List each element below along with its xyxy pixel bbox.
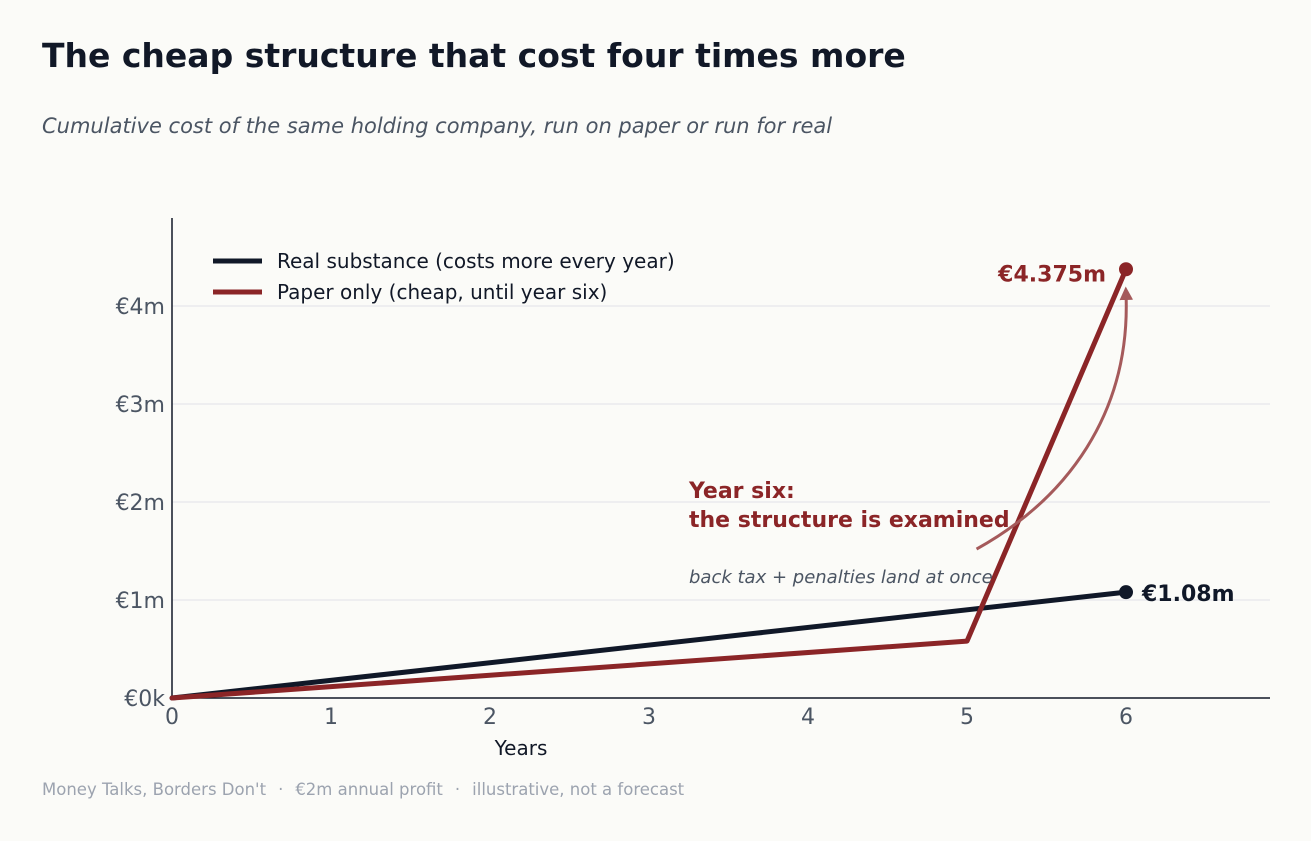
- series-end-label: €4.375m: [997, 262, 1106, 287]
- x-tick-label: 6: [1119, 705, 1133, 730]
- footer-separator: ·: [278, 780, 284, 799]
- series-end-label: €1.08m: [1141, 582, 1235, 607]
- x-tick-labels: 0 1 2 3 4 5 6: [165, 705, 1133, 730]
- x-tick-label: 0: [165, 705, 179, 730]
- y-tick-label: €0k: [124, 687, 165, 712]
- footer: Money Talks, Borders Don't · €2m annual pr…: [42, 780, 684, 799]
- x-tick-label: 1: [324, 705, 338, 730]
- legend-label-paper: Paper only (cheap, until year six): [277, 280, 607, 304]
- chart-title: The cheap structure that cost four times…: [42, 36, 906, 75]
- series-end-point: [1119, 262, 1133, 277]
- legend-label-real: Real substance (costs more every year): [277, 249, 675, 273]
- footer-source: Money Talks, Borders Don't: [42, 780, 267, 799]
- series-line-real: [169, 589, 1129, 701]
- x-tick-label: 5: [960, 705, 974, 730]
- x-tick-label: 3: [642, 705, 656, 730]
- footer-separator: ·: [454, 780, 461, 799]
- x-tick-label: 4: [801, 705, 815, 730]
- series-line-paper: [169, 266, 1129, 701]
- series-lines: €1.08m €4.375m: [169, 262, 1235, 701]
- chart-subtitle: Cumulative cost of the same holding comp…: [42, 114, 833, 138]
- series-end-point: [1119, 585, 1133, 600]
- axes: [171, 218, 1270, 699]
- footer-disclaimer: illustrative, not a forecast: [472, 780, 685, 799]
- footer-profit-note: €2m annual profit: [295, 780, 443, 799]
- y-tick-label: €2m: [116, 491, 165, 516]
- annotation-title-line2: the structure is examined: [689, 508, 1010, 533]
- y-tick-label: €4m: [116, 295, 165, 320]
- y-tick-labels: €0k €1m €2m €3m €4m: [116, 295, 166, 712]
- annotation: Year six: the structure is examined back…: [688, 286, 1134, 588]
- x-axis-title: Years: [494, 736, 548, 760]
- annotation-arrow: [975, 286, 1134, 551]
- legend: Real substance (costs more every year) P…: [213, 249, 675, 304]
- y-tick-label: €3m: [116, 393, 165, 418]
- annotation-subtitle: back tax + penalties land at once: [689, 567, 993, 588]
- annotation-title-line1: Year six:: [688, 479, 795, 504]
- y-tick-label: €1m: [116, 589, 165, 614]
- gridlines: [172, 305, 1270, 601]
- x-tick-label: 2: [483, 705, 497, 730]
